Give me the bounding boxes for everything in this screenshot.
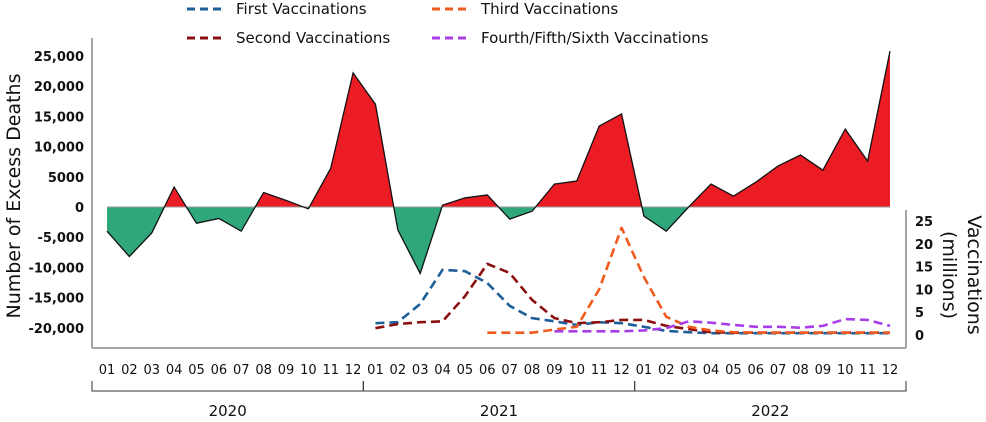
month-tick-label: 10: [569, 363, 586, 378]
left-tick-label: 5000: [48, 171, 84, 186]
left-tick-label: -15,000: [28, 292, 84, 307]
vaccination-line-fourth: [554, 317, 891, 333]
legend-label-second: Second Vaccinations: [236, 29, 390, 47]
year-label: 2021: [480, 402, 518, 418]
right-tick-label: 20: [915, 238, 933, 253]
month-tick-label: 03: [680, 363, 697, 378]
month-tick-label: 05: [457, 363, 474, 378]
month-tick-label: 04: [703, 363, 720, 378]
month-tick-label: 06: [747, 363, 764, 378]
vaccination-line-second: [375, 262, 890, 335]
left-tick-label: 15,000: [34, 110, 84, 125]
right-tick-label: 10: [915, 283, 933, 298]
left-axis-title: Number of Excess Deaths: [3, 74, 25, 319]
excess-deaths-negative-area: [107, 207, 890, 274]
month-tick-label: 03: [143, 363, 160, 378]
month-tick-label: 02: [658, 363, 675, 378]
month-tick-label: 05: [188, 363, 205, 378]
month-tick-label: 04: [434, 363, 451, 378]
month-tick-label: 12: [345, 363, 362, 378]
month-tick-label: 04: [166, 363, 183, 378]
vaccination-line-first: [375, 268, 890, 335]
left-tick-label: -20,000: [28, 322, 84, 337]
legend: First Vaccinations Second Vaccinations T…: [187, 0, 709, 47]
month-tick-label: 11: [322, 363, 339, 378]
year-bracket: [91, 381, 364, 392]
left-tick-label: -5,000: [37, 231, 84, 246]
legend-label-fourth: Fourth/Fifth/Sixth Vaccinations: [481, 29, 709, 47]
month-tick-label: 07: [233, 363, 250, 378]
right-tick-label: 25: [915, 215, 933, 230]
right-axis-title-line1: Vaccinations: [963, 215, 985, 334]
month-tick-label: 01: [367, 363, 384, 378]
month-tick-label: 08: [524, 363, 541, 378]
month-tick-label: 02: [390, 363, 407, 378]
month-tick-label: 12: [613, 363, 630, 378]
month-tick-label: 10: [300, 363, 317, 378]
legend-item-first: First Vaccinations: [187, 0, 367, 18]
legend-item-second: Second Vaccinations: [187, 29, 390, 47]
left-tick-label: 25,000: [34, 50, 84, 65]
year-bracket: [634, 381, 907, 392]
month-tick-label: 01: [99, 363, 116, 378]
month-tick-label: 09: [815, 363, 832, 378]
left-tick-label: -10,000: [28, 261, 84, 276]
month-tick-label: 08: [792, 363, 809, 378]
left-tick-label: 0: [75, 201, 84, 216]
year-label: 2020: [209, 402, 247, 418]
month-tick-label: 10: [837, 363, 854, 378]
month-tick-label: 07: [770, 363, 787, 378]
vaccination-line-third: [487, 226, 890, 335]
legend-item-fourth: Fourth/Fifth/Sixth Vaccinations: [432, 29, 709, 47]
right-tick-label: 5: [915, 306, 924, 321]
legend-item-third: Third Vaccinations: [432, 0, 618, 18]
month-tick-label: 09: [546, 363, 563, 378]
month-tick-label: 11: [859, 363, 876, 378]
month-tick-label: 03: [412, 363, 429, 378]
right-tick-label: 15: [915, 261, 933, 276]
legend-label-third: Third Vaccinations: [480, 0, 618, 18]
legend-label-first: First Vaccinations: [236, 0, 367, 18]
month-tick-label: 08: [255, 363, 272, 378]
left-tick-label: 10,000: [34, 141, 84, 156]
month-tick-label: 07: [501, 363, 518, 378]
month-tick-label: 12: [882, 363, 899, 378]
excess-deaths-line: [106, 51, 891, 276]
month-tick-label: 06: [211, 363, 228, 378]
right-tick-label: 0: [915, 329, 924, 344]
month-tick-label: 06: [479, 363, 496, 378]
month-tick-label: 05: [725, 363, 742, 378]
left-tick-label: 20,000: [34, 80, 84, 95]
year-bracket: [362, 381, 636, 392]
month-tick-label: 02: [121, 363, 138, 378]
month-tick-label: 09: [278, 363, 295, 378]
excess-deaths-positive-area: [107, 51, 890, 207]
month-tick-label: 01: [636, 363, 653, 378]
year-label: 2022: [751, 402, 789, 418]
month-tick-label: 11: [591, 363, 608, 378]
right-axis-title-line2: (millions): [938, 231, 960, 319]
